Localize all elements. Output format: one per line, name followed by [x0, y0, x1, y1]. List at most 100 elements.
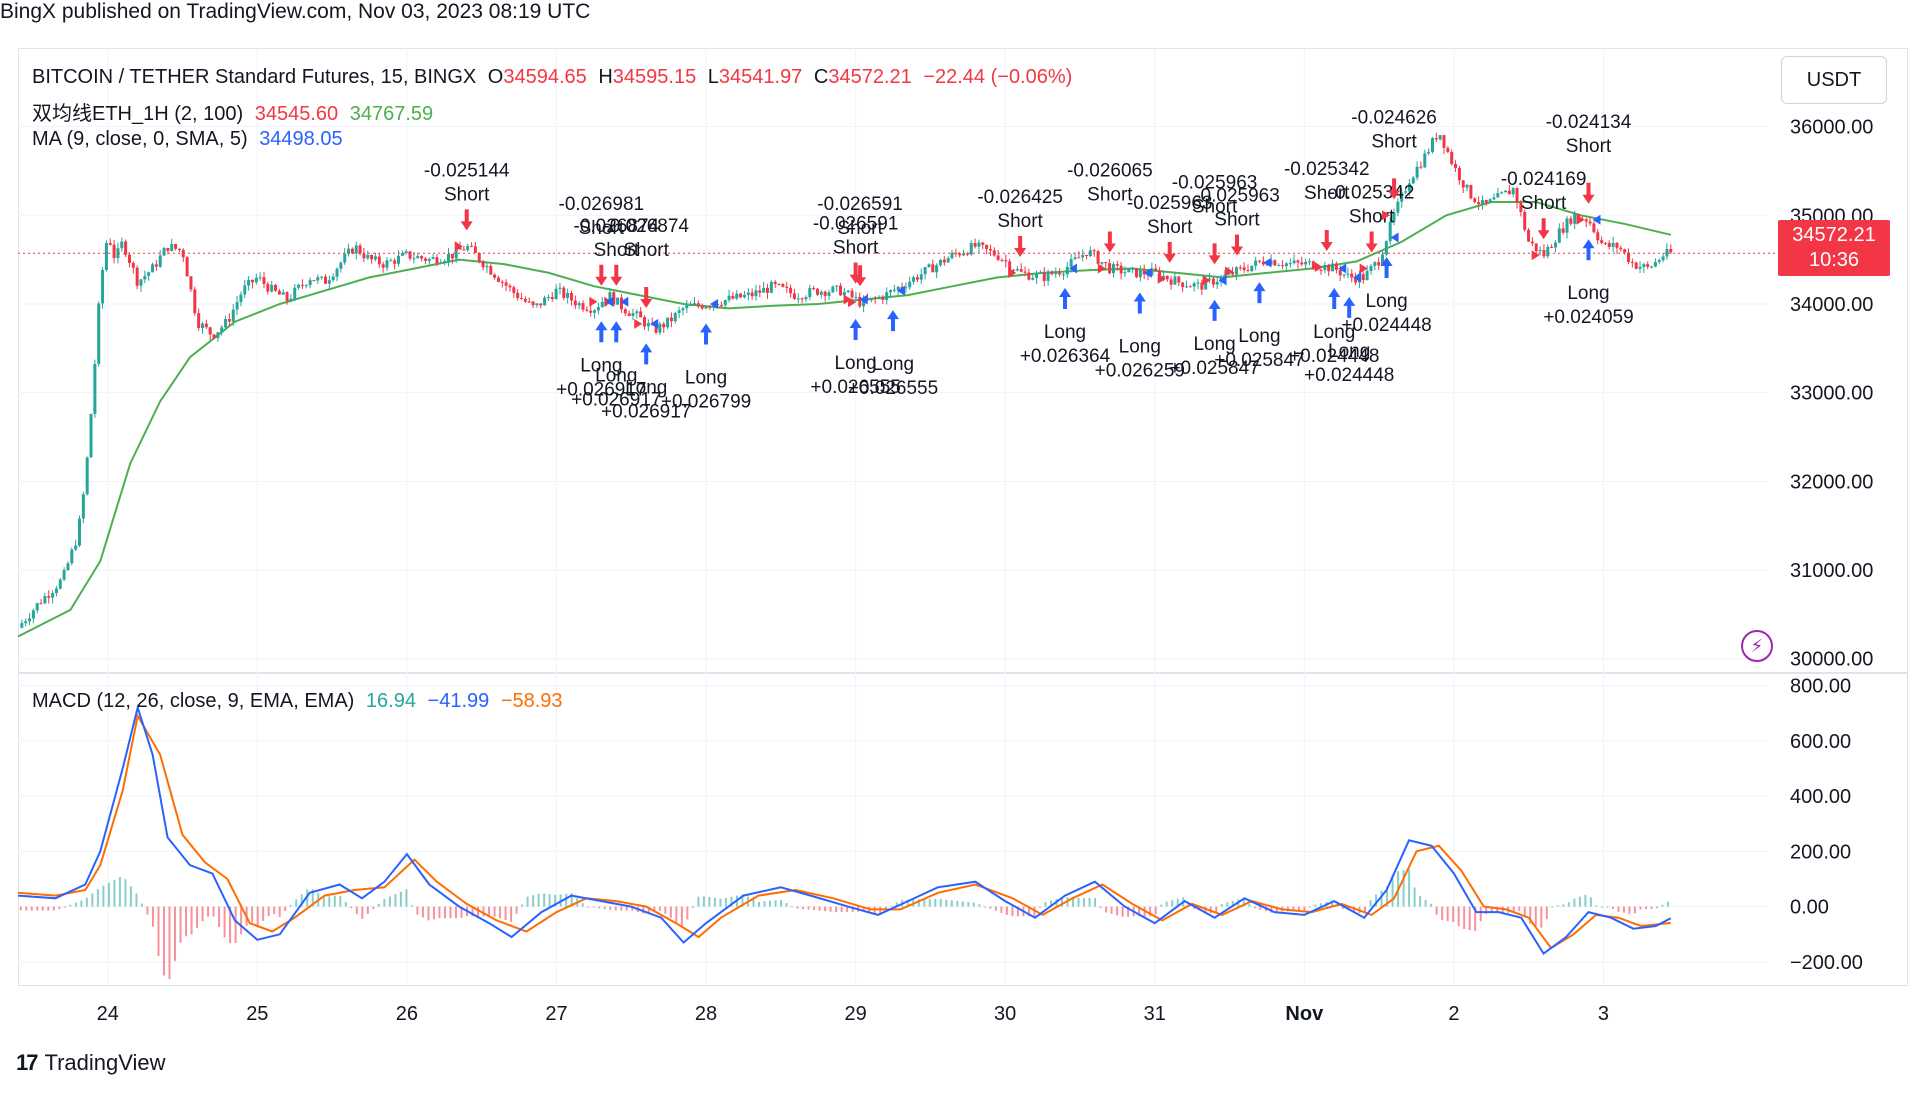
short-signal-label: Short [444, 184, 490, 205]
long-arrow-icon [1133, 292, 1146, 314]
strategy-value-2: 34767.59 [349, 103, 434, 125]
strategy-value-1: 34545.60 [254, 103, 339, 125]
low-label: L [707, 66, 719, 88]
macd-histogram-bar [730, 896, 733, 907]
short-entry-marker [1382, 210, 1391, 221]
macd-histogram-bar [807, 906, 810, 910]
candle-body [842, 292, 846, 296]
candle-body [1000, 259, 1004, 261]
lightning-icon[interactable]: ⚡ [1741, 630, 1773, 662]
candle-body [212, 334, 216, 339]
macd-line [17, 703, 1672, 956]
candle-body [1046, 271, 1050, 281]
macd-histogram-bar [1628, 906, 1631, 914]
short-arrow-icon [640, 286, 653, 308]
candle-body [1138, 270, 1142, 278]
macd-histogram-bar [1446, 906, 1449, 922]
candle-body [1561, 228, 1565, 233]
time-axis-label: 29 [844, 1003, 866, 1025]
candle-body [1538, 250, 1542, 252]
macd-histogram-bar [157, 906, 160, 957]
candle-body [1115, 264, 1119, 266]
macd-histogram-bar [697, 896, 700, 907]
candle-body [1231, 271, 1235, 275]
candle-body [1250, 265, 1254, 272]
candle-body [262, 277, 266, 284]
macd-histogram-bar [394, 894, 397, 907]
long-signal-value: +0.026799 [661, 391, 751, 412]
short-arrow-icon [1582, 182, 1595, 204]
long-entry-marker [710, 298, 719, 309]
candle-body [1427, 151, 1431, 154]
candle-body [235, 302, 239, 310]
candle-body [854, 296, 858, 298]
candle-body [350, 248, 354, 254]
long-entry-marker [1390, 232, 1399, 243]
candle-body [1077, 257, 1081, 259]
macd-histogram-bar [1011, 906, 1014, 917]
currency-unit-selector[interactable]: USDT [1781, 56, 1887, 104]
macd-histogram-bar [19, 906, 22, 911]
candle-body [1273, 260, 1277, 266]
candle-body [1361, 274, 1365, 281]
candle-body [669, 317, 673, 322]
candle-body [1096, 251, 1100, 264]
macd-histogram-bar [840, 906, 843, 913]
candle-body [539, 303, 543, 306]
candle-body [1492, 197, 1496, 200]
candle-body [900, 286, 904, 288]
macd-histogram-bar [614, 906, 617, 911]
candle-body [331, 276, 335, 281]
macd-histogram-bar [372, 906, 375, 909]
macd-histogram-bar [1138, 906, 1141, 917]
candle-body [154, 264, 158, 267]
candle-body [243, 285, 247, 295]
candle-body [85, 457, 89, 495]
short-signal-value: -0.026981 [559, 194, 645, 215]
macd-histogram-bar [438, 906, 441, 919]
candle-body [1607, 243, 1611, 247]
candle-body [1150, 268, 1154, 276]
macd-histogram-bar [383, 898, 386, 907]
candle-body [335, 268, 339, 277]
candle-body [831, 286, 835, 293]
candle-body [239, 294, 243, 303]
short-signal-label: Short [1192, 196, 1238, 217]
candle-body [439, 262, 443, 264]
candle-body [470, 245, 474, 247]
candle-body [723, 300, 727, 306]
tradingview-logo[interactable]: 17 TradingView [16, 1050, 166, 1076]
strategy-legend: 双均线ETH_1H (2, 100) 34545.60 34767.59 [32, 97, 439, 126]
macd-histogram-bar [989, 906, 992, 909]
long-signal-value: +0.026917 [556, 379, 646, 400]
macd-histogram-bar [1430, 903, 1433, 907]
candle-body [1042, 272, 1046, 281]
price-axis-label: 32000.00 [1790, 471, 1873, 493]
long-signal-value: +0.026364 [1020, 346, 1111, 367]
macd-histogram-bar [653, 906, 656, 913]
macd-histogram-bar [1099, 906, 1102, 909]
macd-histogram-bar [1160, 904, 1163, 907]
macd-histogram-bar [295, 899, 298, 907]
candle-body [277, 290, 281, 295]
candle-body [316, 277, 320, 281]
macd-histogram-bar [592, 906, 595, 908]
macd-histogram-bar [443, 906, 446, 919]
candle-body [1534, 243, 1538, 252]
candle-body [585, 309, 589, 311]
price-panel[interactable] [18, 48, 1908, 674]
candle-body [1208, 278, 1212, 280]
macd-histogram-bar [532, 895, 535, 907]
macd-panel[interactable] [18, 672, 1908, 986]
candle-body [904, 287, 908, 289]
candle-body [1550, 246, 1554, 248]
macd-histogram-bar [708, 896, 711, 907]
candle-body [370, 255, 374, 260]
short-signal-value: -0.024169 [1501, 169, 1587, 190]
price-axis-label: 34000.00 [1790, 294, 1873, 316]
candle-body [147, 272, 151, 276]
candle-body [20, 623, 24, 628]
long-signal-label: Long [1567, 283, 1609, 304]
macd-histogram-bar [1622, 906, 1625, 913]
